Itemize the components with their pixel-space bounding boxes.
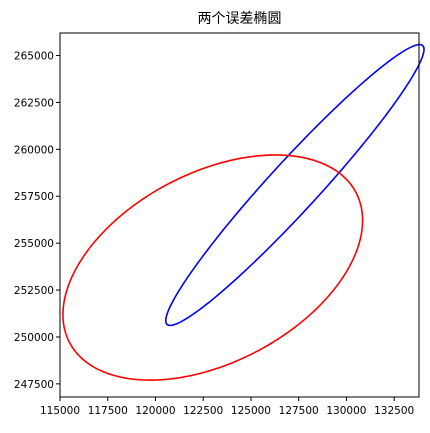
x-tick-label: 132500 xyxy=(374,405,414,417)
x-axis: 115000 117500 120000 122500 125000 127500 1300… xyxy=(40,397,414,417)
y-tick-label: 265000 xyxy=(14,51,54,63)
x-tick-label: 127500 xyxy=(279,405,319,417)
x-tick-label: 130000 xyxy=(326,405,366,417)
y-tick-label: 250000 xyxy=(14,332,54,344)
x-tick-label: 120000 xyxy=(135,405,175,417)
y-tick-label: 257500 xyxy=(14,191,54,203)
y-tick-label: 260000 xyxy=(14,144,54,156)
x-tick-label: 122500 xyxy=(183,405,223,417)
y-tick-label: 247500 xyxy=(14,379,54,391)
x-tick-label: 117500 xyxy=(88,405,128,417)
series-line-2 xyxy=(62,154,364,381)
chart-title: 两个误差椭圆 xyxy=(197,11,282,27)
x-tick-label: 115000 xyxy=(40,405,80,417)
y-axis: 247500 250000 252500 255000 257500 260000 2625… xyxy=(14,51,60,391)
x-tick-label: 125000 xyxy=(231,405,271,417)
y-tick-label: 252500 xyxy=(14,285,54,297)
series-line-1 xyxy=(164,43,425,327)
series-layer xyxy=(62,43,425,381)
axes-frame xyxy=(59,32,420,398)
y-tick-label: 262500 xyxy=(14,97,54,109)
y-tick-label: 255000 xyxy=(14,238,54,250)
